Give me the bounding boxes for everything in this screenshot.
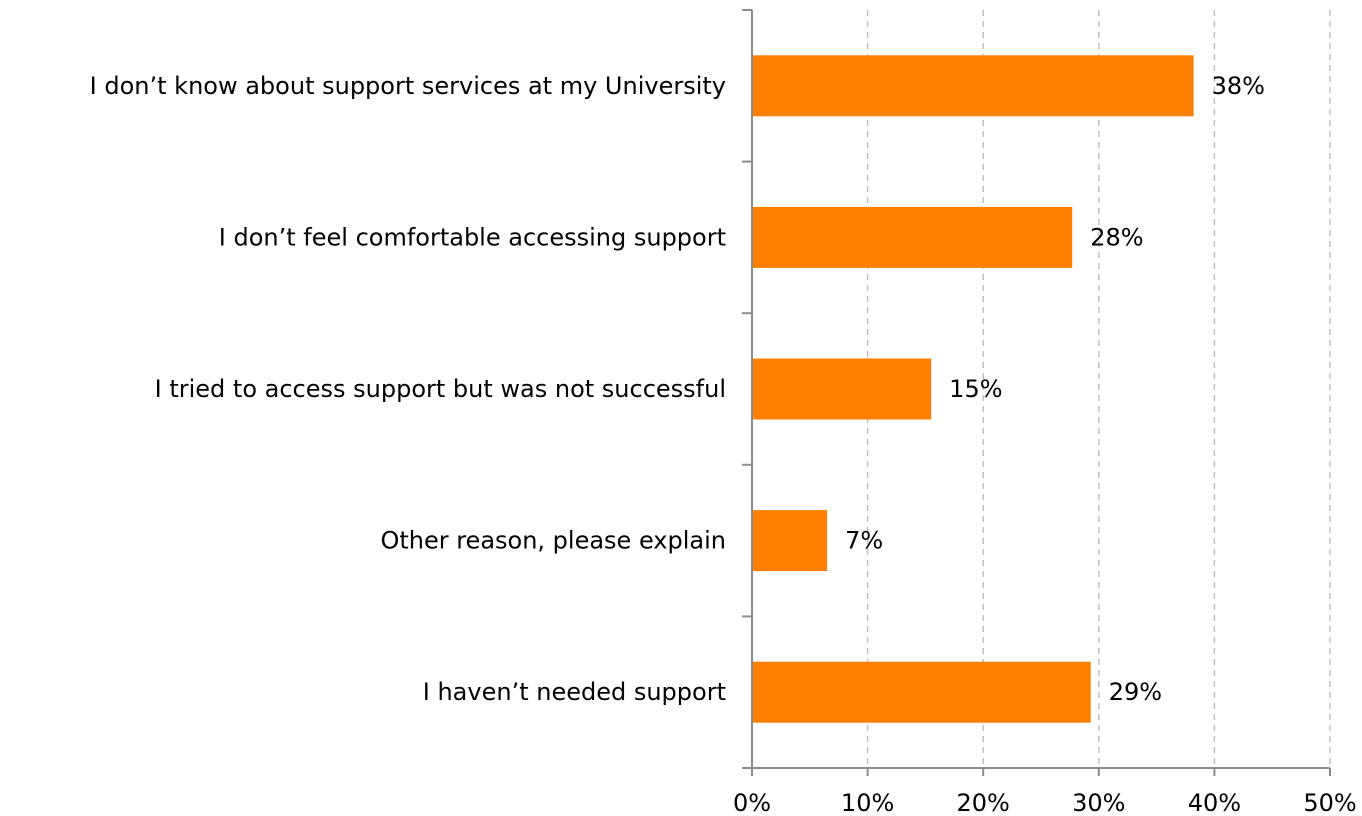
bars	[752, 55, 1194, 723]
x-tick-label: 40%	[1188, 789, 1241, 816]
bar	[752, 358, 932, 420]
data-label: 7%	[845, 527, 883, 555]
bar	[752, 661, 1091, 723]
category-label: I haven’t needed support	[423, 678, 726, 706]
x-tick-label: 30%	[1072, 789, 1125, 816]
category-label: I tried to access support but was not su…	[155, 375, 726, 403]
bar	[752, 206, 1073, 268]
x-tick-label: 20%	[957, 789, 1010, 816]
data-label: 29%	[1109, 678, 1162, 706]
category-label: I don’t know about support services at m…	[90, 72, 726, 100]
bar	[752, 55, 1194, 117]
bar	[752, 510, 828, 572]
data-label: 15%	[949, 375, 1002, 403]
labels: I don’t know about support services at m…	[90, 72, 1357, 816]
x-tick-label: 50%	[1303, 789, 1356, 816]
data-label: 38%	[1212, 72, 1265, 100]
axes	[742, 9, 1331, 776]
category-label: Other reason, please explain	[380, 527, 726, 555]
x-tick-label: 0%	[733, 789, 771, 816]
category-label: I don’t feel comfortable accessing suppo…	[219, 223, 726, 251]
x-tick-label: 10%	[841, 789, 894, 816]
data-label: 28%	[1090, 223, 1143, 251]
gridlines	[866, 10, 1331, 768]
